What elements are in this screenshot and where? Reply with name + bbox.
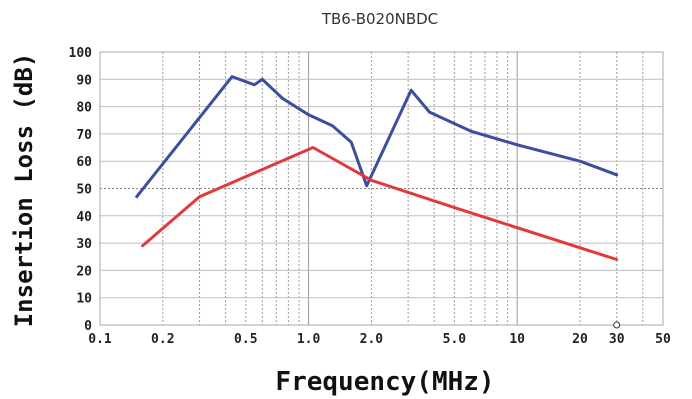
series-line-2 [141,146,619,261]
x-tick-label: 0.5 [234,332,257,347]
y-tick-label: 60 [76,155,92,170]
x-tick-label: 30 [609,332,625,347]
y-tick-label: 30 [76,237,92,252]
x-tick-label: 0.2 [151,332,174,347]
y-tick-label: 70 [76,128,92,143]
x-tick-label: 50 [655,332,671,347]
x-tick-label: 0.1 [88,332,112,347]
x-tick-label: 10 [509,332,525,347]
y-axis-label: Insertion Loss (dB) [10,53,38,328]
y-tick-label: 50 [76,183,92,198]
y-tick-label: 20 [76,264,92,279]
y-tick-label: 10 [76,292,92,307]
y-tick-label: 80 [76,101,92,116]
x-tick-label: 2.0 [360,332,384,347]
axis-marker [613,321,621,329]
x-axis-label: Frequency(MHz) [275,367,494,397]
x-tick-label: 20 [572,332,588,347]
y-tick-label: 40 [76,210,92,225]
chart-title: TB6-B020NBDC [321,10,438,28]
y-tick-label: 90 [76,73,92,88]
tick-labels: 0 10 20 30 40 50 60 70 80 90 100 0.1 0.2 0.5 1.0 2.0 5.0… [69,46,671,347]
series-line-1 [135,75,619,199]
y-tick-label: 0 [84,319,92,334]
x-tick-label: 1.0 [297,332,321,347]
y-tick-label: 100 [69,46,93,61]
x-tick-label: 5.0 [443,332,467,347]
plot-area [135,75,621,329]
grid [99,51,664,326]
